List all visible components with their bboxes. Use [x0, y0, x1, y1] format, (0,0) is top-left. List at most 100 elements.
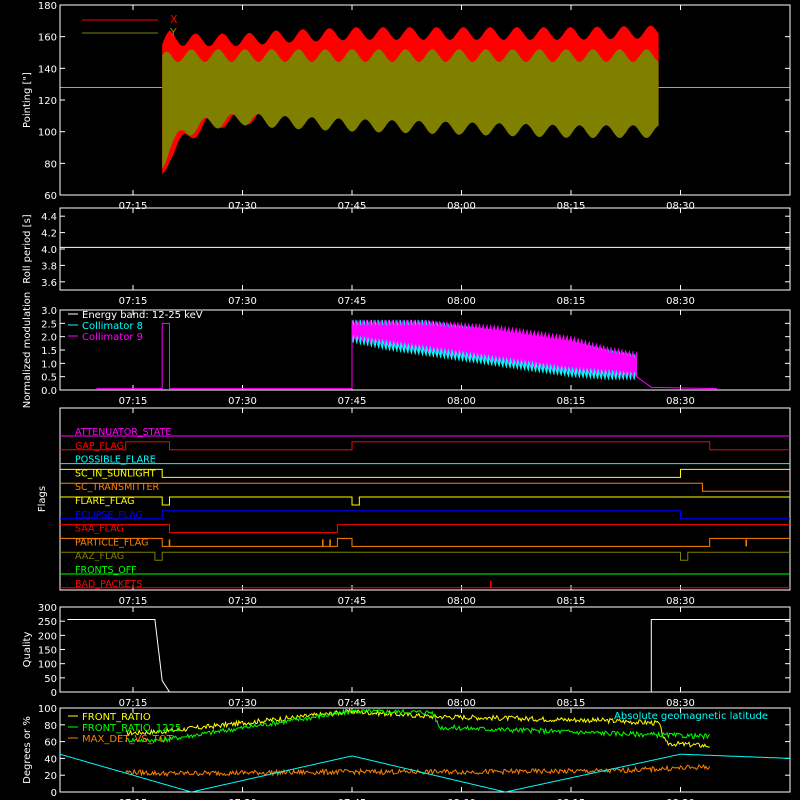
ratio-series-0 — [125, 707, 710, 748]
x-tick-label: 07:30 — [228, 296, 257, 307]
ratio-series-3 — [59, 753, 790, 793]
y-tick-label: 0.0 — [41, 386, 57, 397]
y-axis-label: Pointing ["] — [22, 72, 33, 128]
y-axis-label: Normalized modulation — [22, 292, 33, 409]
legend-label: X — [170, 13, 178, 26]
modulation-trace — [96, 322, 353, 390]
flag-label: POSSIBLE_FLARE — [75, 455, 156, 466]
legend-label: Energy band: 12-25 keV — [82, 310, 203, 321]
panel-frame — [59, 707, 791, 793]
y-tick-label: 1.5 — [41, 346, 57, 357]
flag-trace — [60, 441, 790, 451]
y-tick-label: 0 — [51, 688, 57, 699]
y-axis-label: Flags — [37, 486, 48, 512]
x-tick-label: 08:00 — [447, 698, 476, 709]
x-tick-label: 08:30 — [666, 296, 695, 307]
flag-trace — [60, 551, 790, 561]
x-tick-label: 08:15 — [557, 201, 586, 212]
x-tick-label: 08:00 — [447, 201, 476, 212]
y-axis-label: Degrees or % — [22, 716, 33, 784]
legend-label: FRONT_RATIO — [82, 712, 151, 723]
legend-label: Collimator 8 — [82, 321, 143, 332]
panel-1: 07:15 07:30 07:45 08:00 08:15 08:30 3.6 3.8 4.0 4… — [22, 207, 791, 307]
y-tick-label: 80 — [44, 721, 57, 732]
legend-label: FRONT_RATIO_1225 — [82, 723, 181, 734]
panel-frame — [59, 207, 791, 291]
y-axis-label: Quality — [22, 632, 33, 668]
flag-label: PARTICLE_FLAG — [75, 537, 148, 548]
x-tick-label: 07:15 — [119, 596, 148, 607]
flag-label: SC_TRANSMITTER — [75, 482, 160, 493]
x-tick-label: 07:15 — [119, 698, 148, 709]
legend-label: Y — [169, 26, 177, 39]
y-tick-label: 3.8 — [41, 261, 57, 272]
y-tick-label: 3.0 — [41, 306, 57, 317]
flag-label: SC_IN_SUNLIGHT — [75, 468, 156, 479]
y-tick-label: 180 — [38, 1, 57, 12]
flag-trace — [60, 468, 790, 478]
x-tick-label: 08:30 — [666, 396, 695, 407]
y-tick-label: 60 — [44, 191, 57, 202]
panel-2: 07:15 07:30 07:45 08:00 08:15 08:30 0.0 0.5 1.0 1… — [22, 292, 791, 409]
y-tick-label: 50 — [44, 674, 57, 685]
x-tick-label: 07:45 — [338, 396, 367, 407]
x-tick-label: 07:15 — [119, 798, 148, 800]
x-tick-label: 07:45 — [338, 596, 367, 607]
y-tick-label: 300 — [38, 603, 57, 614]
x-tick-label: 08:15 — [557, 396, 586, 407]
x-tick-label: 08:15 — [557, 296, 586, 307]
y-tick-label: 100 — [38, 660, 57, 671]
y-tick-label: 150 — [38, 646, 57, 657]
y-tick-label: 100 — [38, 128, 57, 139]
x-tick-label: 08:15 — [557, 698, 586, 709]
legend-label: MAX_DET_VS_TOT — [82, 734, 174, 745]
flag-label: BAD_PACKETS — [75, 579, 142, 590]
quality-line — [67, 619, 790, 693]
flag-label: SAA_FLAG — [75, 524, 124, 535]
y-tick-label: 4.4 — [41, 212, 57, 223]
x-tick-label: 07:15 — [119, 396, 148, 407]
y-tick-label: 120 — [38, 96, 57, 107]
series-band-y — [162, 49, 659, 169]
panel-frame — [59, 407, 791, 591]
y-tick-label: 0.5 — [41, 373, 57, 384]
flag-label: ATTENUATOR_STATE — [75, 427, 171, 438]
y-tick-label: 80 — [44, 159, 57, 170]
y-tick-label: 1.0 — [41, 359, 57, 370]
x-tick-label: 07:15 — [119, 201, 148, 212]
y-axis-label: Roll period [s] — [22, 214, 33, 283]
x-tick-label: 08:00 — [447, 296, 476, 307]
panel-3: 07:15 07:30 07:45 08:00 08:15 08:30 Flags ATTEN… — [37, 407, 791, 607]
flag-label: FRONTS_OFF — [75, 565, 137, 576]
x-tick-label: 08:30 — [666, 798, 695, 800]
y-tick-label: 250 — [38, 617, 57, 628]
panel-5: 07:15 07:30 07:45 08:00 08:15 08:30 0 20 40 60 80 1… — [22, 704, 791, 800]
panel-0: 07:15 07:30 07:45 08:00 08:15 08:30 60 80 100 120… — [22, 1, 791, 212]
flag-label: FLARE_FLAG — [75, 496, 135, 507]
legend-label: Collimator 9 — [82, 332, 143, 343]
x-tick-label: 07:30 — [228, 201, 257, 212]
y-tick-label: 140 — [38, 64, 57, 75]
flag-trace — [60, 537, 790, 547]
ratio-series-1 — [125, 708, 711, 744]
x-tick-label: 08:30 — [666, 698, 695, 709]
flag-label: GAP_FLAG — [75, 441, 124, 452]
y-tick-label: 4.0 — [41, 245, 57, 256]
x-tick-label: 08:15 — [557, 798, 586, 800]
flag-trace — [60, 524, 790, 534]
x-tick-label: 07:30 — [228, 396, 257, 407]
flag-trace — [60, 510, 790, 520]
y-tick-label: 4.2 — [41, 229, 57, 240]
y-tick-label: 3.6 — [41, 278, 57, 289]
x-tick-label: 07:45 — [338, 698, 367, 709]
x-tick-label: 08:00 — [447, 798, 476, 800]
y-tick-label: 20 — [44, 771, 57, 782]
y-tick-label: 60 — [44, 738, 57, 749]
latitude-annotation: Absolute geomagnetic latitude — [614, 711, 768, 722]
x-tick-label: 07:45 — [338, 296, 367, 307]
x-tick-label: 07:45 — [338, 201, 367, 212]
x-tick-label: 08:00 — [447, 396, 476, 407]
y-tick-label: 200 — [38, 631, 57, 642]
x-tick-label: 08:15 — [557, 596, 586, 607]
flag-trace — [60, 482, 790, 492]
